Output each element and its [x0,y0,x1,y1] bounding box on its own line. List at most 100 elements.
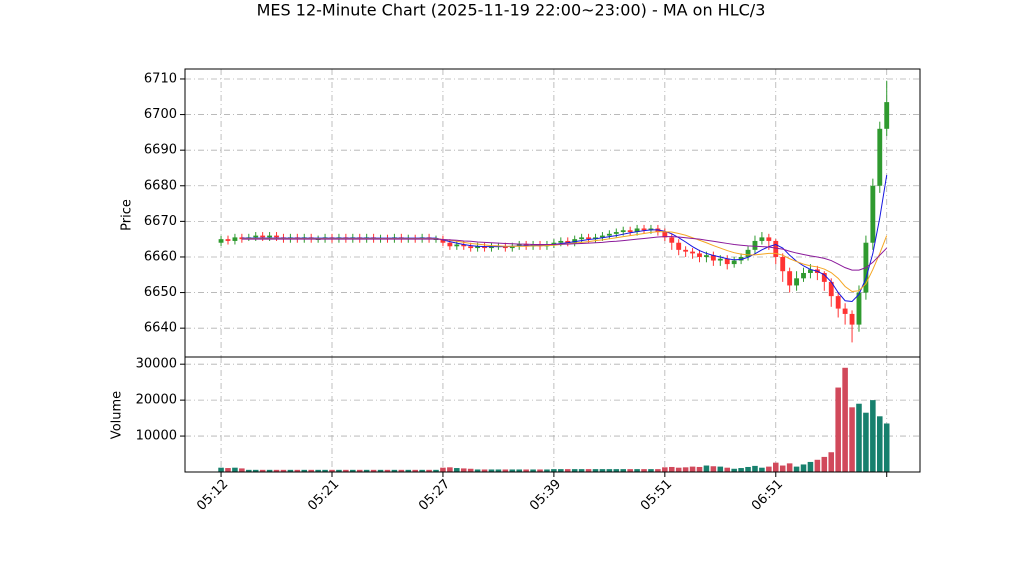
volume-bar [655,469,661,472]
volume-bar [343,469,349,472]
candle-body [468,246,474,249]
candle-body [454,244,460,247]
volume-bar [738,468,744,472]
x-tick-label: 06:51 [749,477,786,514]
volume-bar [273,469,280,472]
candle-body [662,232,668,238]
candle-body [884,102,890,129]
candle-body [634,228,640,233]
candle-body [489,246,494,249]
volume-bar [329,469,335,472]
volume-bar [870,400,876,472]
volume-bar [398,469,405,472]
volume-bar [849,407,855,472]
volume-bar [641,469,647,472]
volume-bar [828,452,835,472]
candle-body [690,251,695,254]
candle-body [593,237,598,240]
candle-body [710,255,716,261]
volume-bar [856,403,862,472]
volume-bar [752,465,758,472]
volume-bar [731,468,737,472]
volume-bar [773,462,779,472]
candle-body [613,232,619,234]
volume-bar [717,466,724,472]
volume-bar [551,469,557,472]
candle-body [856,292,862,325]
candle-body [773,240,779,257]
candle-body [821,272,827,282]
candle-body [253,235,259,238]
volume-bar [294,469,301,472]
candle-body [870,185,876,243]
x-tick-label: 05:51 [638,477,675,514]
volume-bar [599,469,606,472]
volume-bar [412,469,418,472]
volume-bar [336,469,342,472]
candle-body [683,249,689,252]
price-panel-frame [184,68,921,358]
volume-bar [724,467,731,472]
volume-bar [662,467,668,472]
candle-body [794,278,800,286]
volume-bar [308,469,314,472]
volume-bar [266,469,273,472]
candle-body [877,128,883,186]
volume-bar [322,469,328,472]
candle-body [239,237,245,240]
volume-bar [350,469,356,472]
x-tick-label: 05:39 [527,477,564,514]
x-tick-label: 05:27 [416,477,453,514]
candle-body [787,271,793,286]
volume-bar [807,461,814,472]
volume-bar [315,469,321,472]
volume-bar [495,469,502,472]
candle-body [551,242,557,245]
volume-bar [516,469,522,472]
volume-bar [759,467,765,472]
moving-average-line [241,175,888,302]
candle-body [516,244,522,247]
candle-body [475,246,481,249]
candle-body [606,233,612,236]
volume-bar [863,412,869,472]
volume-bar [877,416,883,472]
volume-bar [800,464,807,472]
candle-body [509,246,515,249]
candle-body [835,296,841,309]
volume-tick-label: 30000 [136,357,177,372]
x-tick-label: 05:12 [194,477,231,514]
volume-bar [523,469,529,472]
volume-bar [578,469,585,472]
volume-bar [814,459,821,472]
volume-bar [634,469,640,472]
volume-bar [384,469,391,472]
volume-bar [571,469,578,472]
volume-bar [675,467,682,472]
volume-bar [537,469,543,472]
candle-body [780,256,786,272]
candle-body [759,237,765,241]
volume-bar [842,367,848,472]
candle-body [579,237,585,240]
volume-bar [592,469,599,472]
volume-bar [696,466,703,472]
volume-bar [648,469,654,472]
candle-body [267,235,273,238]
y-axis-label: Price [120,199,135,231]
volume-bar [280,469,287,472]
volume-bar [433,469,439,472]
volume-bar [391,469,398,472]
x-tick-label: 05:21 [305,477,342,514]
volume-bar [689,466,696,472]
moving-average-line [241,236,888,271]
volume-bar [239,468,245,472]
y-tick-label: 6650 [144,285,177,300]
candle-body [731,260,737,265]
candle-body [676,242,682,250]
volume-bar [370,469,377,472]
volume-bar [558,469,564,472]
volume-bar [544,469,550,472]
candle-body [766,237,772,241]
